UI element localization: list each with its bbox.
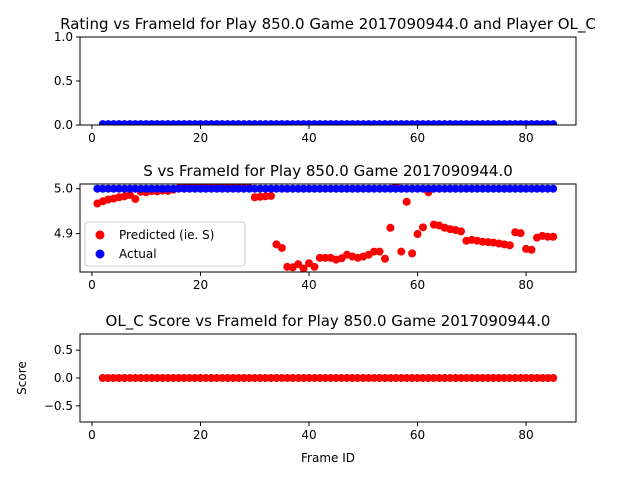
legend-marker [95,249,105,259]
x-tick-label: 60 [410,428,425,442]
legend-label: Predicted (ie. S) [119,228,214,242]
plot-area [93,184,558,272]
x-tick-label: 80 [518,278,533,292]
speed-chart: S vs FrameId for Play 850.0 Game 2017090… [54,162,577,292]
data-point [375,247,384,256]
data-point [310,262,319,271]
x-tick-label: 60 [410,278,425,292]
rating-chart: Rating vs FrameId for Play 850.0 Game 20… [54,15,596,145]
x-tick-label: 80 [518,428,533,442]
x-axis-label: Frame ID [301,451,355,465]
x-tick-label: 0 [88,131,96,145]
plot-area [98,120,558,125]
data-point [505,241,514,250]
chart-title: S vs FrameId for Play 850.0 Game 2017090… [143,162,513,180]
data-point [549,184,558,193]
data-point [527,245,536,254]
data-point [516,229,525,238]
y-tick-label: −0.5 [44,399,73,413]
x-tick-label: 20 [193,428,208,442]
data-point [549,232,558,241]
x-tick-label: 60 [410,131,425,145]
legend-marker [95,230,105,240]
y-tick-label: 1.0 [54,30,73,44]
axes-frame [79,183,577,273]
chart-title: Rating vs FrameId for Play 850.0 Game 20… [60,15,596,34]
x-tick-label: 80 [518,131,533,145]
data-point [386,223,395,232]
y-tick-label: 4.9 [54,227,73,241]
plot-area [98,374,558,382]
data-point [294,260,303,269]
y-tick-label: 5.0 [54,182,73,196]
x-tick-label: 0 [88,428,96,442]
x-tick-label: 40 [301,428,316,442]
x-tick-label: 40 [301,131,316,145]
y-tick-label: 0.0 [54,118,73,132]
data-point [397,247,406,256]
x-tick-label: 0 [88,278,96,292]
x-tick-label: 20 [193,131,208,145]
data-point [402,197,411,206]
legend-label: Actual [119,247,157,261]
data-point [413,230,422,239]
y-tick-label: 0.5 [54,343,73,357]
data-point [277,243,286,252]
score-chart: OL_C Score vs FrameId for Play 850.0 Gam… [15,312,577,465]
y-tick-label: 0.0 [54,371,73,385]
chart-title: OL_C Score vs FrameId for Play 850.0 Gam… [106,312,551,331]
data-point [549,120,558,125]
data-point [380,254,389,263]
legend: Predicted (ie. S) Actual [84,221,246,267]
legend-frame [84,221,246,267]
x-tick-label: 40 [301,278,316,292]
data-point [418,223,427,232]
data-point [408,249,417,258]
data-point [549,374,558,382]
data-point [299,264,308,272]
data-point [131,195,140,204]
x-tick-label: 20 [193,278,208,292]
data-point [267,191,276,200]
y-axis-label: Score [15,361,29,395]
data-point [456,227,465,236]
y-tick-label: 0.5 [54,74,73,88]
